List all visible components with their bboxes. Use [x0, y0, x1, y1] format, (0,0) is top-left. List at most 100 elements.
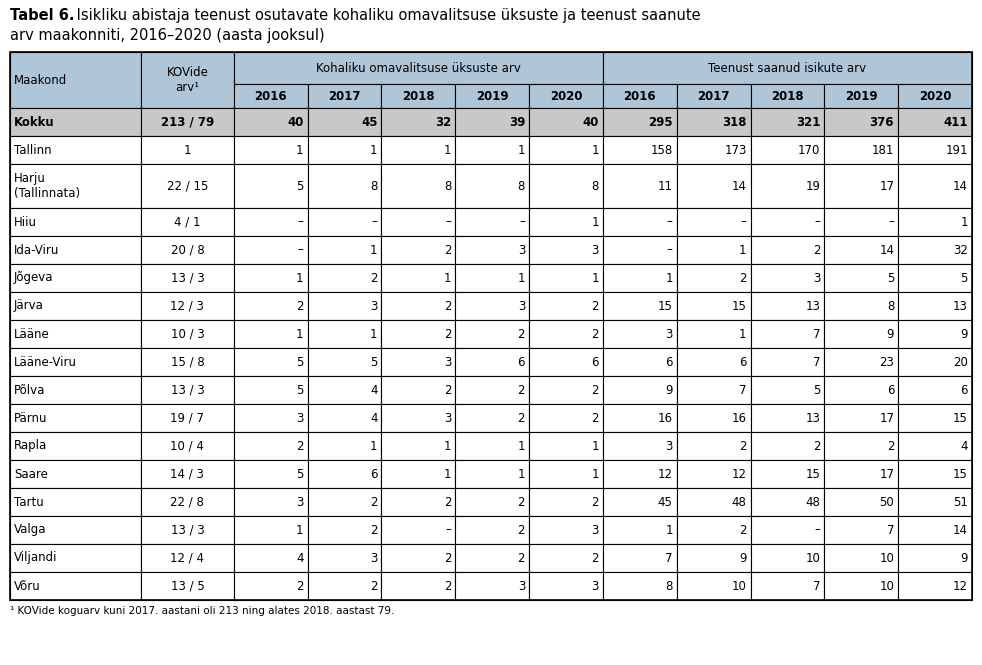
Bar: [307, 432, 381, 460]
Bar: [677, 460, 750, 488]
Bar: [456, 136, 529, 164]
Bar: [824, 572, 899, 600]
Bar: [899, 488, 972, 516]
Text: 15: 15: [954, 412, 968, 424]
Bar: [456, 488, 529, 516]
Bar: [10, 164, 141, 208]
Text: –: –: [446, 523, 452, 537]
Bar: [750, 108, 824, 136]
Text: 2: 2: [444, 299, 452, 313]
Text: 5: 5: [813, 384, 820, 396]
Text: 10: 10: [805, 551, 820, 565]
Text: 20: 20: [954, 356, 968, 368]
Text: Isikliku abistaja teenust osutavate kohaliku omavalitsuse üksuste ja teenust saa: Isikliku abistaja teenust osutavate koha…: [72, 8, 700, 23]
Bar: [529, 348, 603, 376]
Bar: [529, 488, 603, 516]
Bar: [899, 208, 972, 236]
Text: 1: 1: [297, 327, 303, 340]
Text: 19 / 7: 19 / 7: [171, 412, 204, 424]
Text: 39: 39: [509, 116, 525, 128]
Text: 2: 2: [591, 384, 599, 396]
Bar: [381, 108, 456, 136]
Text: 5: 5: [370, 356, 377, 368]
Text: 14: 14: [732, 180, 746, 192]
Bar: [899, 84, 972, 108]
Bar: [307, 320, 381, 348]
Text: Hiiu: Hiiu: [14, 215, 37, 229]
Bar: [824, 460, 899, 488]
Text: 14: 14: [953, 523, 968, 537]
Text: 40: 40: [288, 116, 303, 128]
Bar: [234, 488, 307, 516]
Text: 2: 2: [518, 412, 525, 424]
Text: 1: 1: [370, 327, 377, 340]
Bar: [307, 348, 381, 376]
Bar: [824, 84, 899, 108]
Bar: [824, 348, 899, 376]
Text: 2: 2: [444, 551, 452, 565]
Bar: [234, 432, 307, 460]
Text: –: –: [814, 523, 820, 537]
Text: 20 / 8: 20 / 8: [171, 243, 204, 257]
Bar: [141, 320, 234, 348]
Bar: [603, 572, 677, 600]
Bar: [603, 136, 677, 164]
Bar: [141, 544, 234, 572]
Text: 321: 321: [796, 116, 820, 128]
Bar: [456, 264, 529, 292]
Text: 12: 12: [658, 467, 673, 481]
Text: 1: 1: [739, 327, 746, 340]
Bar: [307, 236, 381, 264]
Text: 2018: 2018: [402, 90, 435, 102]
Text: 1: 1: [665, 523, 673, 537]
Bar: [381, 136, 456, 164]
Text: 1: 1: [184, 144, 191, 156]
Text: Võru: Võru: [14, 579, 40, 593]
Bar: [750, 320, 824, 348]
Bar: [603, 488, 677, 516]
Bar: [529, 84, 603, 108]
Text: 23: 23: [879, 356, 895, 368]
Bar: [141, 376, 234, 404]
Text: 9: 9: [739, 551, 746, 565]
Bar: [456, 432, 529, 460]
Bar: [307, 136, 381, 164]
Bar: [899, 348, 972, 376]
Bar: [10, 52, 141, 108]
Text: 4: 4: [370, 384, 377, 396]
Bar: [899, 264, 972, 292]
Bar: [824, 264, 899, 292]
Bar: [10, 52, 972, 600]
Bar: [750, 376, 824, 404]
Text: 13 / 5: 13 / 5: [171, 579, 204, 593]
Bar: [677, 84, 750, 108]
Bar: [381, 404, 456, 432]
Text: 3: 3: [591, 523, 599, 537]
Text: 2: 2: [591, 327, 599, 340]
Bar: [529, 236, 603, 264]
Text: 22 / 15: 22 / 15: [167, 180, 208, 192]
Bar: [234, 544, 307, 572]
Text: 1: 1: [591, 467, 599, 481]
Text: 2017: 2017: [328, 90, 360, 102]
Text: Järva: Järva: [14, 299, 44, 313]
Text: 1: 1: [444, 271, 452, 285]
Bar: [234, 52, 603, 84]
Bar: [141, 348, 234, 376]
Bar: [750, 460, 824, 488]
Text: 12 / 4: 12 / 4: [171, 551, 204, 565]
Text: 295: 295: [648, 116, 673, 128]
Bar: [234, 320, 307, 348]
Bar: [824, 488, 899, 516]
Bar: [234, 404, 307, 432]
Text: 3: 3: [518, 579, 525, 593]
Text: 10: 10: [879, 551, 895, 565]
Text: 9: 9: [887, 327, 895, 340]
Bar: [677, 164, 750, 208]
Text: 1: 1: [591, 144, 599, 156]
Text: 13: 13: [805, 299, 820, 313]
Text: 3: 3: [444, 356, 452, 368]
Bar: [824, 320, 899, 348]
Text: 3: 3: [297, 412, 303, 424]
Bar: [141, 208, 234, 236]
